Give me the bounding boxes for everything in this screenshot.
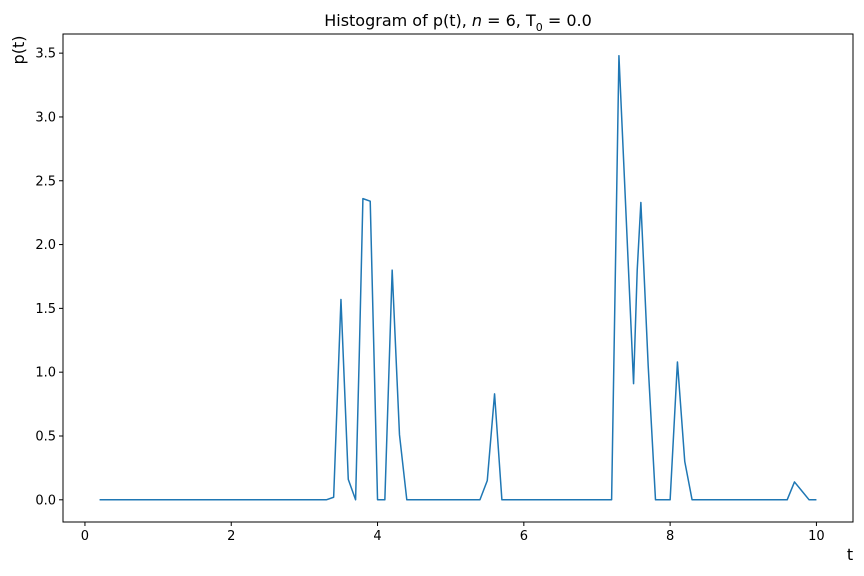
x-tick-label: 10 <box>808 529 825 544</box>
y-axis-label: p(t) <box>9 36 28 65</box>
y-tick-label: 0.0 <box>35 493 56 508</box>
x-tick-label: 0 <box>81 529 89 544</box>
x-tick-label: 8 <box>666 529 674 544</box>
x-axis-label: t <box>847 545 853 564</box>
plot-marks <box>99 54 817 501</box>
title-subscript: 0 <box>536 21 543 34</box>
y-tick-label: 3.5 <box>35 47 56 62</box>
y-axis-ticks: 0.0 0.5 1.0 1.5 2.0 2.5 3.0 3.5 <box>35 47 63 508</box>
y-tick-label: 3.0 <box>35 110 56 125</box>
title-middle: = 6, T <box>482 11 536 30</box>
y-tick-label: 2.0 <box>35 238 56 253</box>
x-tick-label: 6 <box>520 529 528 544</box>
title-variable: n <box>472 11 482 30</box>
y-tick-label: 0.5 <box>35 429 56 444</box>
title-prefix: Histogram of p(t), <box>324 11 472 30</box>
y-tick-label: 1.5 <box>35 302 56 317</box>
y-tick-label: 2.5 <box>35 174 56 189</box>
y-tick-label: 1.0 <box>35 366 56 381</box>
x-tick-label: 4 <box>373 529 381 544</box>
title-suffix: = 0.0 <box>543 11 592 30</box>
x-tick-label: 2 <box>227 529 235 544</box>
plot-frame <box>62 33 854 523</box>
chart-title: Histogram of p(t), n = 6, T0 = 0.0 <box>324 11 592 34</box>
series-line-0 <box>99 54 817 501</box>
x-axis-ticks: 0 2 4 6 8 10 <box>81 522 825 544</box>
